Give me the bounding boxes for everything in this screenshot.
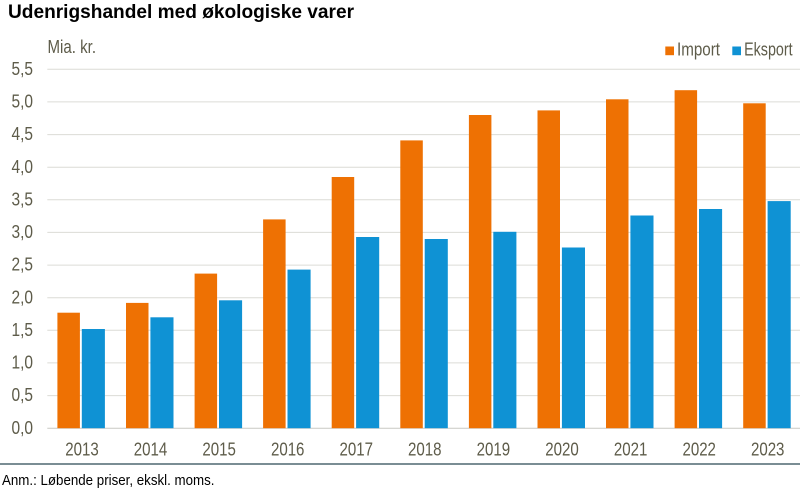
svg-text:2018: 2018 <box>408 440 442 460</box>
svg-text:3,0: 3,0 <box>12 222 34 242</box>
svg-text:1,5: 1,5 <box>12 320 34 340</box>
svg-text:2013: 2013 <box>65 440 99 460</box>
svg-text:2023: 2023 <box>751 440 785 460</box>
svg-text:Eksport: Eksport <box>744 39 793 59</box>
svg-text:2,5: 2,5 <box>12 255 34 275</box>
svg-text:Anm.: Løbende priser, ekskl. m: Anm.: Løbende priser, ekskl. moms. <box>2 473 215 488</box>
svg-text:0,0: 0,0 <box>12 418 34 438</box>
svg-text:2021: 2021 <box>614 440 648 460</box>
svg-text:0,5: 0,5 <box>12 385 34 405</box>
svg-text:2022: 2022 <box>682 440 716 460</box>
svg-text:2014: 2014 <box>134 440 168 460</box>
svg-text:2019: 2019 <box>477 440 511 460</box>
svg-text:4,5: 4,5 <box>12 124 34 144</box>
svg-text:1,0: 1,0 <box>12 353 34 373</box>
svg-text:2017: 2017 <box>340 440 374 460</box>
svg-text:3,5: 3,5 <box>12 189 34 209</box>
svg-text:4,0: 4,0 <box>12 157 34 177</box>
svg-text:Mia. kr.: Mia. kr. <box>48 37 97 57</box>
svg-text:2016: 2016 <box>271 440 305 460</box>
svg-text:2,0: 2,0 <box>12 287 34 307</box>
svg-text:Udenrigshandel med økologiske: Udenrigshandel med økologiske varer <box>8 2 355 23</box>
svg-text:2020: 2020 <box>545 440 579 460</box>
svg-text:5,0: 5,0 <box>12 92 34 112</box>
svg-text:5,5: 5,5 <box>12 59 34 79</box>
svg-text:Import: Import <box>677 39 720 59</box>
svg-text:2015: 2015 <box>202 440 236 460</box>
